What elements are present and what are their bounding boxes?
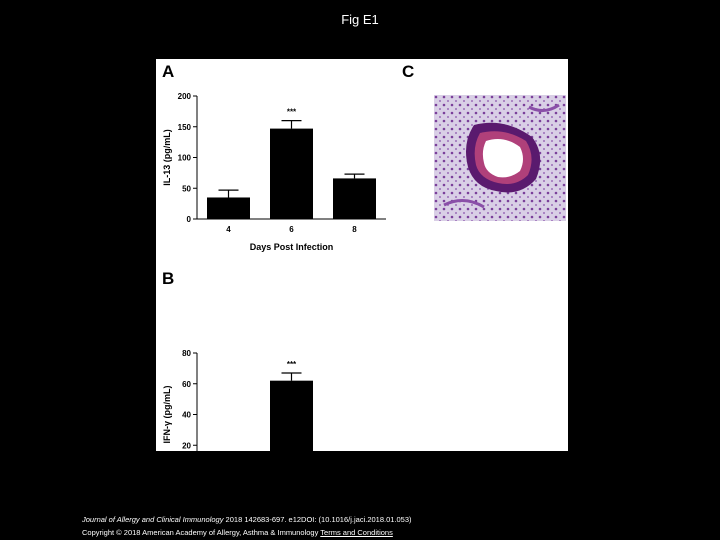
y-tick-label: 150 xyxy=(178,123,192,132)
y-tick-label: 20 xyxy=(182,441,191,450)
x-tick-label: 8 xyxy=(352,225,357,234)
y-tick-label: 50 xyxy=(182,184,191,193)
panel-c-label: C xyxy=(402,62,415,81)
y-tick-label: 200 xyxy=(178,92,192,101)
footer-copyright: Copyright © 2018 American Academy of All… xyxy=(82,528,393,537)
y-tick-label: 60 xyxy=(182,380,191,389)
significance-label: *** xyxy=(287,360,297,369)
y-axis-label: IL-13 (pg/mL) xyxy=(162,129,172,186)
x-tick-label: 6 xyxy=(289,225,294,234)
bar xyxy=(270,380,313,451)
histology-image xyxy=(434,95,566,221)
figure-panel: A C B 0 50 100 150 200 4 6 *** 8 Days Post Infect… xyxy=(156,59,568,451)
panel-b-label: B xyxy=(162,269,175,288)
copyright-text: Copyright © 2018 American Academy of All… xyxy=(82,528,321,537)
x-axis-label: Days Post Infection xyxy=(250,242,334,252)
bar xyxy=(333,178,376,219)
significance-label: *** xyxy=(287,108,297,117)
x-tick-label: 4 xyxy=(226,225,231,234)
y-tick-label: 0 xyxy=(187,215,192,224)
y-tick-label: 40 xyxy=(182,411,191,420)
y-axis-label: IFN-γ (pg/mL) xyxy=(162,386,172,444)
histology-image-icon xyxy=(434,95,566,221)
citation-text: 2018 142683-697. e12DOI: (10.1016/j.jaci… xyxy=(223,515,412,524)
footer-citation: Journal of Allergy and Clinical Immunolo… xyxy=(82,515,412,524)
terms-link[interactable]: Terms and Conditions xyxy=(320,528,393,537)
journal-name: Journal of Allergy and Clinical Immunolo… xyxy=(82,515,224,524)
chart-a: 0 50 100 150 200 4 6 *** 8 Days Post Infection IL-… xyxy=(162,92,386,252)
y-tick-label: 100 xyxy=(178,154,192,163)
bar xyxy=(270,128,313,219)
slide-title: Fig E1 xyxy=(341,12,379,27)
panel-a-label: A xyxy=(162,62,175,81)
y-tick-label: 80 xyxy=(182,349,191,358)
bar xyxy=(207,197,250,219)
